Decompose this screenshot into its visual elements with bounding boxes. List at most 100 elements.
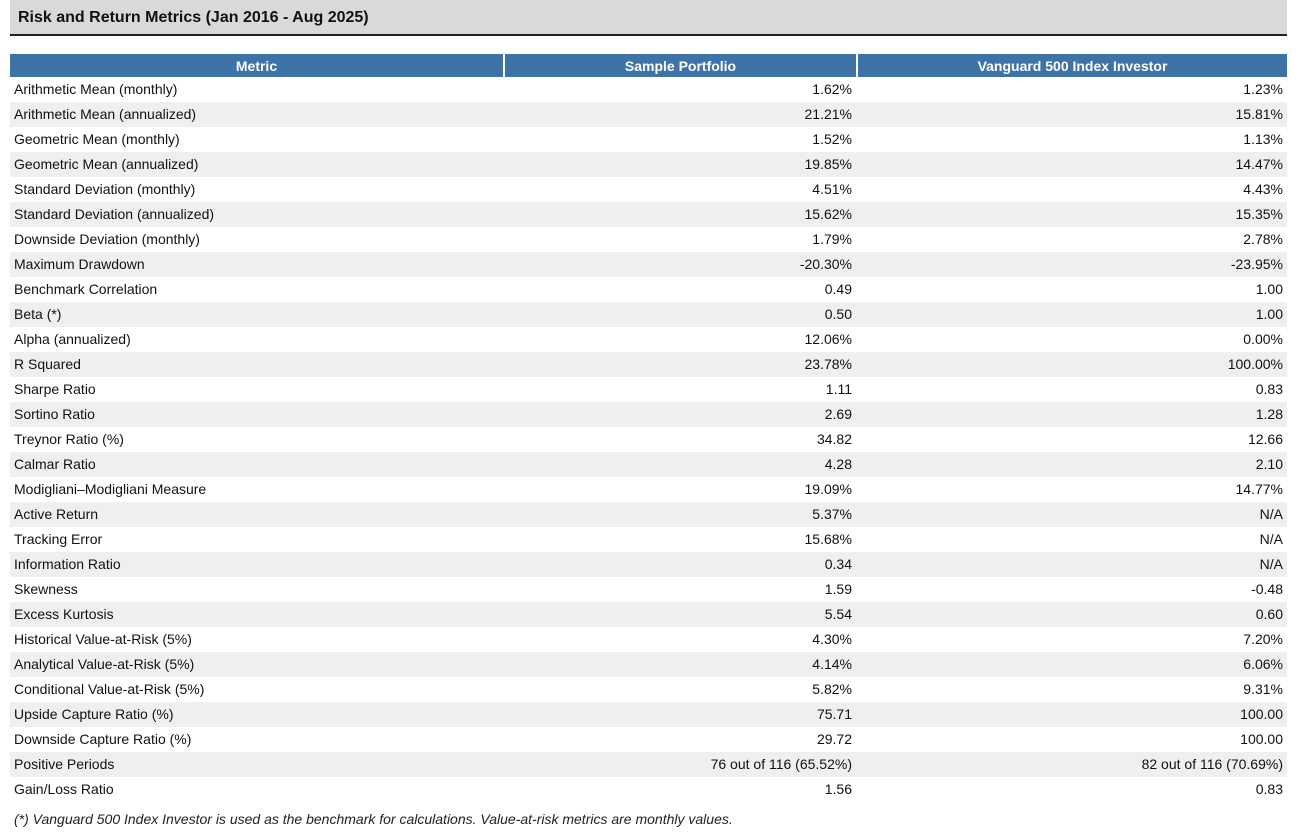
metric-cell: Excess Kurtosis (10, 602, 503, 627)
benchmark-value-cell: 1.13% (856, 127, 1287, 152)
metric-cell: Beta (*) (10, 302, 503, 327)
table-row: Alpha (annualized) 12.06% 0.00% (10, 327, 1287, 352)
metric-cell: Calmar Ratio (10, 452, 503, 477)
table-row: Standard Deviation (monthly) 4.51% 4.43% (10, 177, 1287, 202)
benchmark-value-cell: 14.77% (856, 477, 1287, 502)
column-header-sample-portfolio[interactable]: Sample Portfolio (503, 54, 856, 77)
metric-cell: Treynor Ratio (%) (10, 427, 503, 452)
portfolio-value-cell: 19.85% (503, 152, 856, 177)
table-row: Positive Periods 76 out of 116 (65.52%) 82… (10, 752, 1287, 777)
benchmark-value-cell: 0.60 (856, 602, 1287, 627)
table-row: Treynor Ratio (%) 34.82 12.66 (10, 427, 1287, 452)
metrics-table: Metric Sample Portfolio Vanguard 500 Ind… (10, 54, 1287, 802)
portfolio-value-cell: 4.28 (503, 452, 856, 477)
benchmark-value-cell: 1.23% (856, 77, 1287, 102)
portfolio-value-cell: 1.56 (503, 777, 856, 802)
benchmark-value-cell: 0.83 (856, 377, 1287, 402)
table-row: Calmar Ratio 4.28 2.10 (10, 452, 1287, 477)
benchmark-value-cell: 4.43% (856, 177, 1287, 202)
metric-cell: Conditional Value-at-Risk (5%) (10, 677, 503, 702)
table-row: Downside Capture Ratio (%) 29.72 100.00 (10, 727, 1287, 752)
portfolio-value-cell: 1.79% (503, 227, 856, 252)
table-row: Excess Kurtosis 5.54 0.60 (10, 602, 1287, 627)
benchmark-value-cell: 6.06% (856, 652, 1287, 677)
portfolio-value-cell: 4.51% (503, 177, 856, 202)
portfolio-value-cell: 23.78% (503, 352, 856, 377)
column-header-benchmark[interactable]: Vanguard 500 Index Investor (856, 54, 1287, 77)
table-row: Arithmetic Mean (annualized) 21.21% 15.81% (10, 102, 1287, 127)
portfolio-value-cell: 0.50 (503, 302, 856, 327)
metric-cell: Standard Deviation (monthly) (10, 177, 503, 202)
table-row: Sortino Ratio 2.69 1.28 (10, 402, 1287, 427)
portfolio-value-cell: 21.21% (503, 102, 856, 127)
table-row: Tracking Error 15.68% N/A (10, 527, 1287, 552)
metric-cell: Downside Deviation (monthly) (10, 227, 503, 252)
metric-cell: Alpha (annualized) (10, 327, 503, 352)
column-header-metric[interactable]: Metric (10, 54, 503, 77)
portfolio-value-cell: 0.49 (503, 277, 856, 302)
table-row: Modigliani–Modigliani Measure 19.09% 14.77… (10, 477, 1287, 502)
portfolio-value-cell: 1.59 (503, 577, 856, 602)
benchmark-value-cell: 100.00 (856, 727, 1287, 752)
benchmark-value-cell: 15.35% (856, 202, 1287, 227)
table-row: Standard Deviation (annualized) 15.62% 15.… (10, 202, 1287, 227)
metric-cell: Geometric Mean (annualized) (10, 152, 503, 177)
metric-cell: Maximum Drawdown (10, 252, 503, 277)
metric-cell: Historical Value-at-Risk (5%) (10, 627, 503, 652)
table-row: Geometric Mean (monthly) 1.52% 1.13% (10, 127, 1287, 152)
benchmark-value-cell: 100.00 (856, 702, 1287, 727)
benchmark-value-cell: 0.83 (856, 777, 1287, 802)
portfolio-value-cell: 34.82 (503, 427, 856, 452)
portfolio-value-cell: 19.09% (503, 477, 856, 502)
portfolio-value-cell: 1.62% (503, 77, 856, 102)
benchmark-value-cell: 1.00 (856, 277, 1287, 302)
table-row: Benchmark Correlation 0.49 1.00 (10, 277, 1287, 302)
benchmark-value-cell: 15.81% (856, 102, 1287, 127)
metric-cell: Information Ratio (10, 552, 503, 577)
table-row: Analytical Value-at-Risk (5%) 4.14% 6.06% (10, 652, 1287, 677)
benchmark-value-cell: 7.20% (856, 627, 1287, 652)
portfolio-value-cell: 4.30% (503, 627, 856, 652)
portfolio-value-cell: 15.68% (503, 527, 856, 552)
metric-cell: Sortino Ratio (10, 402, 503, 427)
portfolio-value-cell: 4.14% (503, 652, 856, 677)
metric-cell: Arithmetic Mean (monthly) (10, 77, 503, 102)
portfolio-value-cell: -20.30% (503, 252, 856, 277)
table-row: Active Return 5.37% N/A (10, 502, 1287, 527)
benchmark-value-cell: 1.28 (856, 402, 1287, 427)
benchmark-value-cell: N/A (856, 527, 1287, 552)
benchmark-value-cell: N/A (856, 502, 1287, 527)
benchmark-value-cell: 82 out of 116 (70.69%) (856, 752, 1287, 777)
portfolio-value-cell: 12.06% (503, 327, 856, 352)
table-row: Skewness 1.59 -0.48 (10, 577, 1287, 602)
title-bar: Risk and Return Metrics (Jan 2016 - Aug … (10, 0, 1287, 36)
portfolio-value-cell: 75.71 (503, 702, 856, 727)
table-row: Beta (*) 0.50 1.00 (10, 302, 1287, 327)
page-title: Risk and Return Metrics (Jan 2016 - Aug … (18, 9, 369, 26)
portfolio-value-cell: 5.37% (503, 502, 856, 527)
portfolio-value-cell: 5.54 (503, 602, 856, 627)
portfolio-value-cell: 2.69 (503, 402, 856, 427)
metric-cell: Standard Deviation (annualized) (10, 202, 503, 227)
table-row: Historical Value-at-Risk (5%) 4.30% 7.20% (10, 627, 1287, 652)
benchmark-value-cell: N/A (856, 552, 1287, 577)
metric-cell: Active Return (10, 502, 503, 527)
portfolio-value-cell: 1.11 (503, 377, 856, 402)
metric-cell: Benchmark Correlation (10, 277, 503, 302)
table-row: Information Ratio 0.34 N/A (10, 552, 1287, 577)
metric-cell: R Squared (10, 352, 503, 377)
metric-cell: Tracking Error (10, 527, 503, 552)
benchmark-value-cell: 2.78% (856, 227, 1287, 252)
benchmark-value-cell: -23.95% (856, 252, 1287, 277)
portfolio-value-cell: 0.34 (503, 552, 856, 577)
metric-cell: Geometric Mean (monthly) (10, 127, 503, 152)
table-row: Geometric Mean (annualized) 19.85% 14.47% (10, 152, 1287, 177)
table-row: Maximum Drawdown -20.30% -23.95% (10, 252, 1287, 277)
metric-cell: Upside Capture Ratio (%) (10, 702, 503, 727)
benchmark-value-cell: 100.00% (856, 352, 1287, 377)
metric-cell: Modigliani–Modigliani Measure (10, 477, 503, 502)
table-header-row: Metric Sample Portfolio Vanguard 500 Ind… (10, 54, 1287, 77)
portfolio-value-cell: 76 out of 116 (65.52%) (503, 752, 856, 777)
portfolio-value-cell: 1.52% (503, 127, 856, 152)
table-row: Gain/Loss Ratio 1.56 0.83 (10, 777, 1287, 802)
